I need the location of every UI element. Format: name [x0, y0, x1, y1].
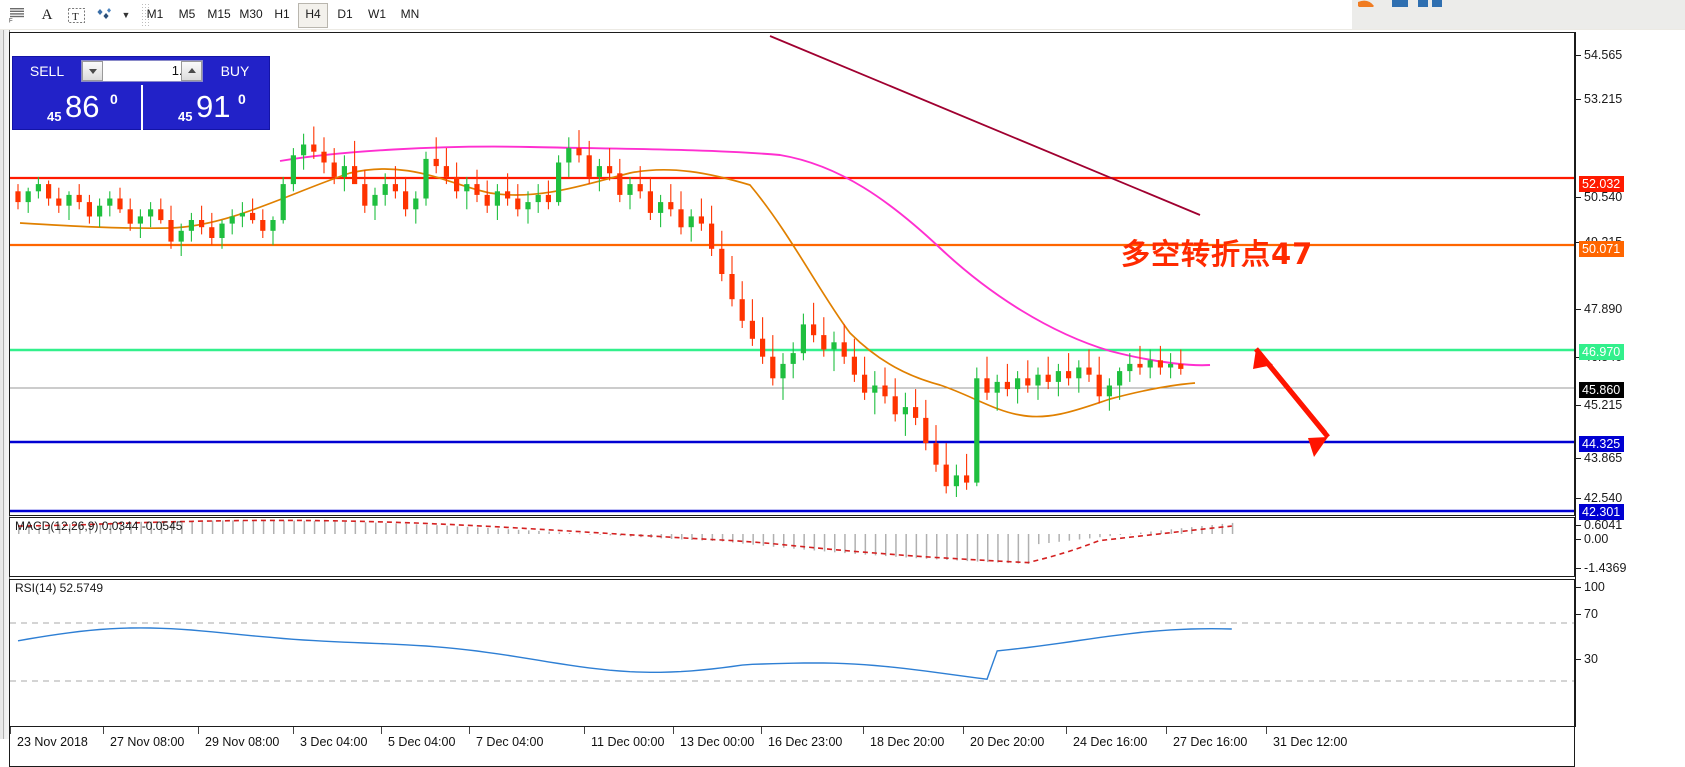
macd-plot	[17, 519, 1234, 564]
price-tag-42301[interactable]: 42.301	[1579, 504, 1625, 520]
timeframe-m5[interactable]: M5	[178, 7, 196, 21]
trade-panel-top-row: SELL 1.00 BUY	[13, 57, 269, 85]
time-axis[interactable]: 23 Nov 2018 27 Nov 08:00 29 Nov 08:00 3 …	[9, 727, 1575, 767]
time-tick-13: 31 Dec 12:00	[1265, 727, 1348, 749]
timeframe-mn[interactable]: MN	[400, 7, 420, 21]
svg-text:F: F	[9, 19, 13, 24]
timeframe-m30[interactable]: M30	[239, 7, 263, 21]
sell-price-quote[interactable]: 45 86 0	[13, 85, 140, 130]
sell-price-sup: 0	[110, 91, 118, 107]
macd-label: MACD(12,26,9) 0.0344 -0.0545	[15, 519, 183, 533]
dropdown-arrow-icon[interactable]: ▼	[121, 10, 131, 20]
time-tick-1: 27 Nov 08:00	[102, 727, 185, 749]
price-tick-54565: 54.565	[1575, 48, 1623, 62]
sell-price-lead: 45	[47, 109, 62, 124]
time-tick-8: 16 Dec 23:00	[760, 727, 843, 749]
price-tick-53215: 53.215	[1575, 92, 1623, 106]
shapes-icon[interactable]	[92, 3, 118, 27]
rsi-tick-30: 30	[1576, 652, 1598, 666]
time-tick-9: 18 Dec 20:00	[862, 727, 945, 749]
timeframe-h1[interactable]: H1	[274, 7, 290, 21]
timeframe-m15[interactable]: M15	[207, 7, 231, 21]
price-tick-43865: 43.865	[1575, 451, 1623, 465]
buy-price-big: 91	[196, 89, 231, 124]
time-tick-3: 3 Dec 04:00	[292, 727, 368, 749]
quote-divider	[141, 85, 143, 130]
rsi-label: RSI(14) 52.5749	[15, 581, 104, 595]
price-tag-50071[interactable]: 50.071	[1579, 241, 1625, 257]
time-tick-0: 23 Nov 2018	[10, 727, 88, 749]
timeframe-w1[interactable]: W1	[368, 7, 386, 21]
price-tag-46970[interactable]: 46.970	[1579, 344, 1625, 360]
buy-price-lead: 45	[178, 109, 193, 124]
rsi-tick-70: 70	[1576, 607, 1598, 621]
price-tag-44325[interactable]: 44.325	[1579, 436, 1625, 452]
trade-panel-quotes: 45 86 0 45 91 0	[13, 85, 269, 130]
rsi-tick-100: 100	[1576, 580, 1605, 594]
sell-price-big: 86	[65, 89, 100, 124]
time-tick-4: 5 Dec 04:00	[380, 727, 456, 749]
time-tick-7: 13 Dec 00:00	[672, 727, 755, 749]
price-tick-50540: 50.540	[1575, 190, 1623, 204]
one-click-trading-panel[interactable]: SELL 1.00 BUY 45 86 0 45 91 0	[12, 56, 270, 130]
text-object-icon[interactable]: T	[62, 3, 90, 27]
chart-frame: USOil-,H4 45.750 45.920 45.700 45.860 多空…	[0, 30, 1685, 767]
chart-template-icon[interactable]: F	[4, 3, 32, 27]
chart-annotation-text: 多空转折点47	[1121, 237, 1314, 271]
time-tick-12: 27 Dec 16:00	[1165, 727, 1248, 749]
timeframe-m1[interactable]: M1	[146, 7, 164, 21]
main-toolbar: F A T ▼ M1 M5 M15 M30 H1 H4 D1 W1 M	[0, 0, 1685, 31]
rsi-plot	[10, 622, 1574, 682]
svg-text:T: T	[72, 11, 79, 23]
price-tag-45860[interactable]: 45.860	[1579, 382, 1625, 398]
timeframe-h4[interactable]: H4	[298, 3, 328, 28]
macd-tick-06041: 0.6041	[1575, 518, 1623, 532]
time-tick-2: 29 Nov 08:00	[197, 727, 280, 749]
sell-button[interactable]: SELL	[29, 63, 65, 79]
toolbar-left-group: F A T ▼ M1 M5 M15 M30 H1 H4 D1 W1 M	[0, 0, 1353, 29]
macd-pane[interactable]: MACD(12,26,9) 0.0344 -0.0545	[9, 517, 1575, 577]
time-tick-6: 11 Dec 00:00	[583, 727, 665, 749]
price-tick-47890: 47.890	[1575, 302, 1623, 316]
text-label-icon[interactable]: A	[41, 6, 53, 23]
price-tick-45215: 45.215	[1575, 398, 1623, 412]
macd-tick-14369: -1.4369	[1575, 561, 1627, 575]
timeframe-d1[interactable]: D1	[337, 7, 353, 21]
price-axis[interactable]: 54.565 53.215 50.540 49.215 47.890 46.54…	[1575, 32, 1685, 727]
buy-price-quote[interactable]: 45 91 0	[144, 85, 271, 130]
buy-button[interactable]: BUY	[220, 63, 250, 79]
price-tag-52032[interactable]: 52.032	[1579, 176, 1625, 192]
time-tick-11: 24 Dec 16:00	[1065, 727, 1148, 749]
price-tick-42540: 42.540	[1575, 491, 1623, 505]
volume-input[interactable]: 1.00	[81, 60, 203, 82]
volume-decrement-button[interactable]	[82, 61, 103, 81]
price-plot	[10, 35, 1574, 513]
price-chart-pane[interactable]: 多空转折点47	[9, 32, 1575, 516]
time-tick-10: 20 Dec 20:00	[962, 727, 1045, 749]
buy-price-sup: 0	[238, 91, 246, 107]
time-tick-5: 7 Dec 04:00	[468, 727, 544, 749]
volume-increment-button[interactable]	[181, 61, 202, 81]
orange-logo-icon	[1352, 0, 1552, 7]
rsi-pane[interactable]: RSI(14) 52.5749	[9, 579, 1575, 727]
macd-tick-000: 0.00	[1575, 532, 1609, 546]
